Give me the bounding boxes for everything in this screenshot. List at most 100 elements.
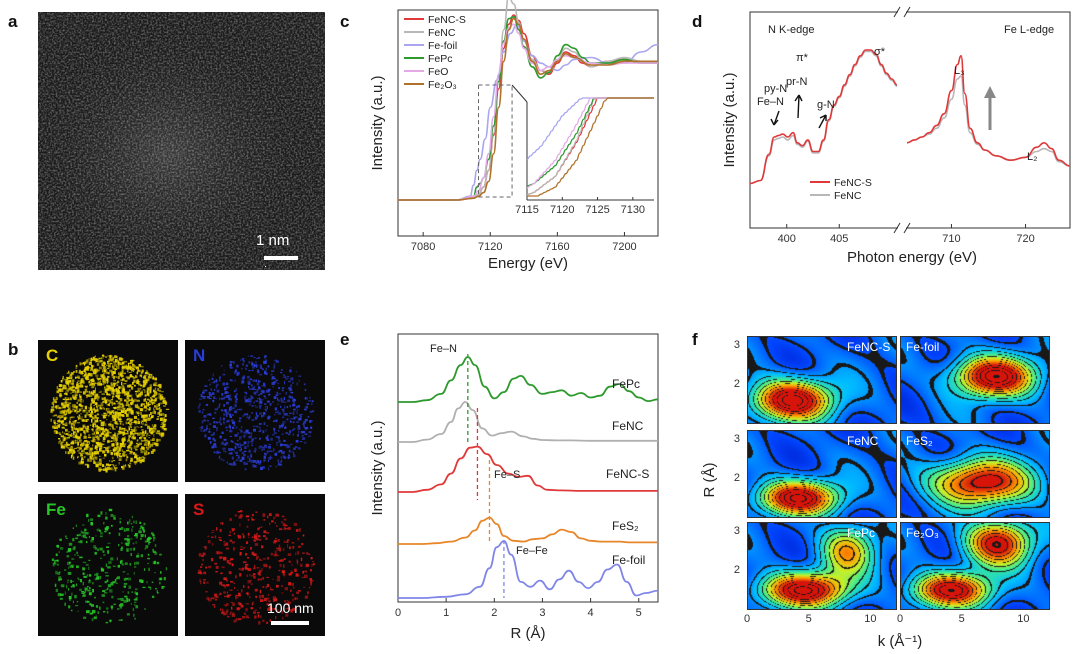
x-tick-label: 405 — [830, 233, 848, 245]
wavelet-map-label-fenc: FeNC — [847, 434, 879, 448]
eds-map-fe: Fe — [38, 494, 178, 636]
series-line-n-fenc — [749, 50, 898, 185]
series-line-fe-o — [398, 17, 658, 201]
series-label-fe-foil: Fe-foil — [612, 553, 645, 567]
x-tick-label: 7200 — [612, 241, 636, 253]
series-line-fe-fenc-s — [906, 54, 1071, 167]
x-axis-label: Energy (eV) — [488, 255, 568, 272]
axis-break-mark — [903, 6, 911, 18]
wavelet-map-fe-foil — [900, 336, 1050, 424]
series-label-fepc: FePc — [612, 377, 640, 391]
panel-label-a: a — [8, 12, 18, 31]
eds-map-label-n: N — [193, 346, 206, 365]
arrow-fe-n — [770, 110, 780, 126]
wavelet-map-label-fe-o: Fe₂O₃ — [906, 526, 939, 540]
x-tick-label: 5 — [806, 613, 812, 625]
wavelet-map-fe-o — [900, 522, 1050, 610]
wavelet-map-label-fes: FeS₂ — [906, 434, 933, 448]
eds-map-s: S 100 nm — [185, 494, 325, 636]
inset-x-tick-label: 7125 — [585, 204, 609, 216]
wavelet-map-label-fe-foil: Fe-foil — [906, 340, 940, 354]
inset-x-tick-label: 7130 — [621, 204, 645, 216]
annotation-fe-fe: Fe–Fe — [516, 545, 548, 557]
segment-title-fe-l-edge: Fe L-edge — [1004, 24, 1054, 36]
stem-image: 1 nm — [38, 12, 325, 270]
zoom-region-box — [478, 84, 513, 198]
annotation-pr-n: pr-N — [786, 76, 807, 88]
zoom-connector — [511, 84, 528, 103]
x-tick-label: 10 — [864, 613, 876, 625]
annotation-pi-star: π* — [796, 52, 809, 64]
eds-map-dots — [197, 510, 315, 625]
annotation-py-n: py-N — [764, 83, 787, 95]
y-axis-label: R (Å) — [701, 463, 718, 498]
series-line-fepc — [398, 356, 659, 403]
series-line-fenc — [398, 401, 658, 443]
y-tick-label: 2 — [734, 564, 740, 576]
plot-frame — [397, 9, 659, 237]
annotation-sigma-star: σ* — [874, 46, 886, 58]
plot-frame — [749, 11, 1071, 229]
y-tick-label: 2 — [734, 472, 740, 484]
scale-bar-b — [271, 621, 309, 625]
series-group — [398, 356, 659, 599]
eds-map-label-fe: Fe — [46, 500, 66, 519]
legend-label-fenc-s: FeNC-S — [834, 177, 872, 189]
scale-bar-a — [264, 256, 298, 260]
legend-label-feo: FeO — [428, 66, 448, 78]
annotation-fe-n: Fe–N — [430, 343, 457, 355]
eds-map-n: N — [185, 340, 325, 482]
x-tick-label: 7120 — [478, 241, 502, 253]
wavelet-map-fenc-s — [747, 336, 897, 424]
series-group — [749, 49, 1071, 185]
x-tick-label: 2 — [491, 607, 497, 619]
x-tick-label: 3 — [539, 607, 545, 619]
series-line-fe-foil — [398, 540, 659, 599]
series-label-fenc: FeNC — [612, 419, 644, 433]
legend-label-fepc: FePc — [428, 53, 453, 65]
x-tick-label: 5 — [636, 607, 642, 619]
axis-break-mark — [893, 6, 901, 18]
wavelet-map-label-fenc-s: FeNC-S — [847, 340, 891, 354]
eds-map-label-c: C — [46, 346, 59, 365]
eds-map-dots — [197, 355, 315, 471]
plot-frame — [397, 333, 659, 603]
x-tick-label: 0 — [744, 613, 750, 625]
legend-label-fe-foil: Fe-foil — [428, 40, 457, 52]
y-axis-label: Intensity (a.u.) — [721, 72, 738, 167]
wavelet-map-fenc — [747, 430, 897, 518]
eds-map-dots — [51, 508, 168, 624]
arrow-l3-increase-head — [984, 86, 996, 98]
scale-bar-label-b: 100 nm — [267, 600, 314, 616]
x-tick-label: 1 — [443, 607, 449, 619]
axis-break-mark — [893, 222, 901, 234]
x-tick-label: 0 — [897, 613, 903, 625]
axis-break-gap — [898, 8, 906, 232]
x-tick-label: 710 — [942, 233, 960, 245]
annotation-l3: L₃ — [954, 65, 965, 77]
x-tick-label: 10 — [1017, 613, 1029, 625]
wavelet-map-label-fepc: FePc — [847, 526, 876, 540]
wavelet-map-fepc — [747, 522, 897, 610]
y-tick-label: 2 — [734, 378, 740, 390]
series-line-fe-fenc — [906, 75, 1071, 167]
series-group — [398, 0, 659, 201]
x-tick-label: 4 — [588, 607, 594, 619]
legend-label-fenc: FeNC — [834, 190, 862, 202]
inset-x-tick-label: 7115 — [515, 204, 539, 216]
annotation-fe-n: Fe–N — [757, 96, 784, 108]
legend-label-fe-o: Fe₂O₃ — [428, 79, 457, 91]
y-axis-label: Intensity (a.u.) — [369, 75, 386, 170]
eds-map-label-s: S — [193, 500, 205, 519]
y-axis-label: Intensity (a.u.) — [369, 420, 386, 515]
eds-map-dots — [50, 354, 170, 473]
x-tick-label: 400 — [778, 233, 796, 245]
panel-label-b: b — [8, 340, 19, 359]
x-axis-label: R (Å) — [511, 625, 546, 642]
y-tick-label: 3 — [734, 433, 740, 445]
series-label-fenc-s: FeNC-S — [606, 467, 649, 481]
inset-x-tick-label: 7120 — [550, 204, 574, 216]
y-tick-label: 3 — [734, 525, 740, 537]
x-tick-label: 7080 — [411, 241, 435, 253]
